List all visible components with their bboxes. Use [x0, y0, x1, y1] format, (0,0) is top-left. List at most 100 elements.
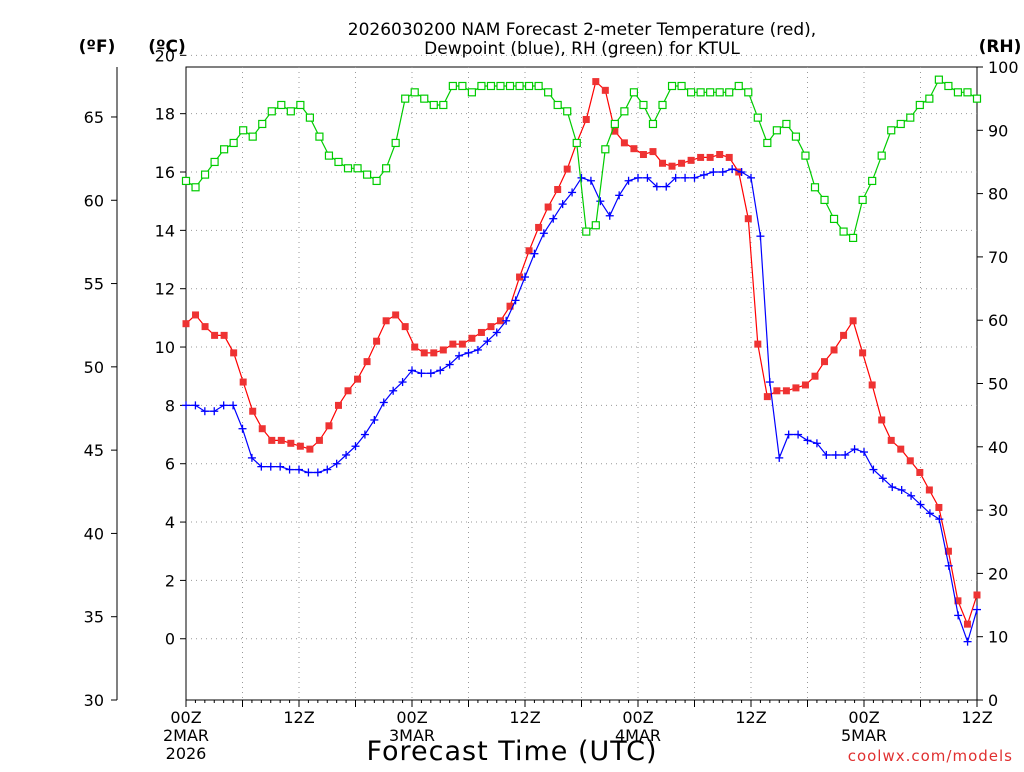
rh-point	[829, 214, 839, 224]
temperature-point	[249, 407, 257, 415]
temperature-point	[878, 416, 886, 424]
temperature-point	[182, 320, 190, 328]
rh-point	[248, 132, 257, 141]
rh-point	[391, 138, 400, 148]
temperature-point	[306, 445, 314, 453]
unit-label-fahrenheit: (ºF)	[79, 37, 116, 57]
rh-point	[515, 81, 524, 91]
temperature-point	[687, 156, 695, 164]
dewpoint-point	[398, 378, 407, 387]
dewpoint-point	[709, 168, 718, 177]
rh-point	[706, 88, 715, 97]
dewpoint-point	[389, 386, 398, 395]
temperature-point	[458, 340, 466, 348]
rh-point	[486, 81, 496, 91]
rh-point	[544, 88, 553, 97]
temperature-point	[439, 346, 447, 354]
dewpoint-point	[737, 168, 746, 177]
temperature-point	[344, 387, 352, 395]
temperature-point	[192, 311, 200, 319]
dewpoint-point	[417, 369, 426, 378]
rh-point	[887, 126, 896, 135]
dewpoint-point	[257, 462, 266, 471]
celsius-tick-label: 8	[165, 396, 175, 415]
dewpoint-point	[690, 173, 699, 182]
temperature-point	[906, 457, 914, 465]
dewpoint-point	[897, 485, 906, 494]
chart-title-line1: 2026030200 NAM Forecast 2-meter Temperat…	[348, 20, 816, 40]
x-date-label: 2MAR	[163, 726, 209, 745]
dewpoint-point	[718, 168, 727, 177]
rh-tick-label: 80	[988, 185, 1008, 204]
temperature-point	[354, 375, 362, 383]
celsius-tick-label: 0	[165, 630, 175, 649]
temperature-point	[744, 215, 752, 223]
dewpoint-point	[266, 462, 275, 471]
dewpoint-point	[295, 465, 303, 474]
temperature-point	[296, 442, 304, 450]
fahrenheit-tick-label: 65	[84, 108, 104, 127]
dewpoint-point	[869, 465, 878, 474]
rh-point	[534, 81, 543, 91]
dewpoint-point	[728, 165, 737, 174]
plot-frame	[185, 66, 978, 701]
temperature-point	[430, 349, 438, 357]
dewpoint-point	[624, 176, 633, 185]
celsius-tick-label: 18	[155, 105, 175, 124]
temperature-point	[859, 349, 867, 357]
temperature-point	[325, 422, 333, 430]
fahrenheit-tick-label: 30	[84, 691, 104, 710]
rh-point	[658, 100, 667, 110]
temperature-point	[935, 503, 943, 511]
rh-point	[467, 88, 477, 97]
rh-point	[296, 100, 305, 110]
dewpoint-point	[332, 459, 341, 468]
dewpoint-point	[850, 445, 859, 454]
temperature-point	[782, 387, 790, 395]
dewpoint-point	[210, 407, 219, 416]
x-date-label: 3MAR	[389, 726, 435, 745]
temperature-point	[401, 323, 409, 331]
rh-point	[239, 126, 248, 135]
temperature-point	[363, 358, 371, 366]
temperature-point	[716, 151, 724, 159]
rh-point	[725, 88, 734, 97]
rh-point	[896, 119, 905, 129]
temperature-point	[973, 591, 981, 599]
rh-point	[744, 88, 753, 97]
temperature-point	[668, 162, 676, 170]
rh-point	[410, 88, 419, 97]
dewpoint-point	[426, 369, 435, 378]
rh-point	[820, 195, 829, 205]
dewpoint-point	[539, 229, 548, 238]
x-tick-label: 12Z	[735, 708, 766, 727]
rh-point	[401, 94, 410, 103]
dewpoint-point	[860, 448, 868, 457]
rh-point	[877, 151, 886, 160]
rh-tick-label: 50	[988, 375, 1008, 394]
rh-point	[524, 81, 534, 91]
rh-point	[667, 81, 677, 91]
dewpoint-point	[182, 401, 190, 410]
rh-point	[782, 119, 791, 129]
temperature-point	[239, 378, 247, 386]
temperature-point	[763, 393, 771, 401]
dewpoint-point	[483, 337, 492, 346]
series-line-2	[185, 78, 978, 239]
temperature-point	[382, 317, 390, 325]
temperature-point	[563, 165, 571, 173]
rh-point	[505, 81, 515, 91]
dewpoint-point	[935, 515, 944, 524]
temperature-point	[925, 486, 933, 494]
temperature-point	[649, 148, 657, 156]
rh-tick-label: 60	[988, 311, 1008, 330]
temperature-point	[916, 468, 924, 476]
rh-point	[305, 113, 314, 122]
rh-point	[267, 107, 276, 116]
rh-point	[362, 170, 372, 179]
x-tick-label: 00Z	[622, 708, 653, 727]
temperature-point	[821, 358, 829, 366]
rh-tick-label: 100	[988, 58, 1019, 77]
dewpoint-point	[360, 430, 369, 439]
dewpoint-point	[822, 450, 831, 459]
